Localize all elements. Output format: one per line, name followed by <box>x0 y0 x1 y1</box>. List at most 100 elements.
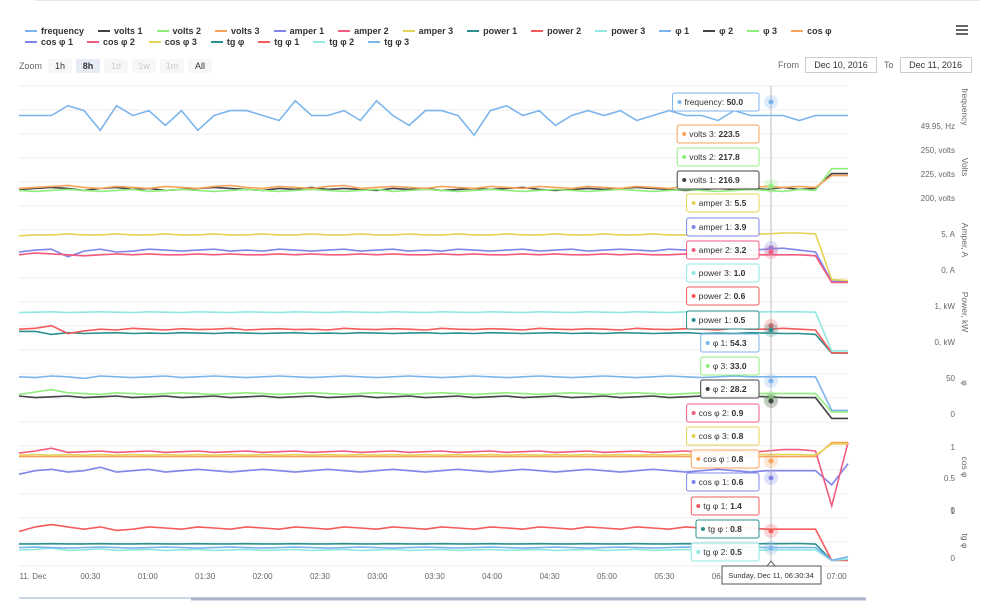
tooltip-box <box>695 519 760 539</box>
tooltip-dot <box>682 155 687 159</box>
legend-item[interactable]: φ 2 <box>703 26 733 36</box>
legend-label: frequency <box>41 26 85 36</box>
series-line[interactable] <box>18 167 848 193</box>
tooltip-series: cos φ 3 <box>699 431 727 441</box>
legend-item[interactable]: volts 2 <box>156 26 201 36</box>
series-line[interactable] <box>19 99 848 137</box>
legend-item[interactable]: φ 1 <box>659 26 689 36</box>
series-line[interactable] <box>18 324 849 354</box>
to-date-input[interactable]: Dec 11, 2016 <box>899 57 972 73</box>
legend-label: cos φ 1 <box>41 37 73 47</box>
legend: frequency volts 1 volts 2 volts 3 amper 1 amp… <box>25 26 925 48</box>
legend-swatch <box>368 41 381 43</box>
legend-item[interactable]: amper 1 <box>273 26 324 36</box>
legend-item[interactable]: volts 3 <box>215 26 260 36</box>
legend-swatch <box>258 41 271 43</box>
chart-menu-icon[interactable] <box>950 22 972 38</box>
y-tick-label: 0 <box>951 506 956 515</box>
tooltip-dot <box>691 271 696 275</box>
zoom-button[interactable]: 8h <box>76 59 101 73</box>
to-label: To <box>884 60 894 70</box>
tooltip-value: 1.0 <box>734 268 746 278</box>
y-axis-title: Power, kW <box>960 292 970 333</box>
legend-item[interactable]: amper 3 <box>402 26 453 36</box>
legend-item[interactable]: power 3 <box>595 26 645 36</box>
y-tick-label: 250, volts <box>921 146 955 155</box>
from-date-input[interactable]: Dec 10, 2016 <box>805 57 877 73</box>
tooltip-value: 0.5 <box>734 315 746 325</box>
navigator[interactable] <box>19 597 866 601</box>
tooltip-text: power 2: 0.6 <box>699 291 746 301</box>
hover-point <box>768 327 774 333</box>
tooltip-box <box>686 472 760 492</box>
tooltip-box <box>700 333 760 353</box>
legend-swatch <box>148 41 161 43</box>
crosshair-label-arrow <box>765 560 777 567</box>
tooltip-text: φ 2: 28.2 <box>713 384 747 394</box>
legend-item[interactable]: cos φ <box>791 26 832 36</box>
legend-item[interactable]: frequency <box>25 26 84 36</box>
tooltip-value: 1.4 <box>730 501 742 511</box>
tooltip-text: cos φ 3: 0.8 <box>699 431 744 441</box>
tooltip-value: 33.0 <box>730 361 747 371</box>
legend-item[interactable]: tg φ <box>210 37 244 47</box>
tooltip-box <box>690 542 760 562</box>
y-axis-title: Amper, A <box>960 223 970 258</box>
legend-item[interactable]: power 2 <box>531 26 581 36</box>
legend-item[interactable]: tg φ 2 <box>313 37 354 47</box>
legend-swatch <box>595 30 608 32</box>
tooltip-sep: : <box>725 338 730 348</box>
legend-label: tg φ 2 <box>329 37 355 47</box>
tooltip-dot <box>691 411 696 415</box>
tooltip-value: 0.5 <box>730 547 742 557</box>
tooltip-sep: : <box>730 245 735 255</box>
tooltip-box <box>690 496 760 516</box>
series-line[interactable] <box>18 375 848 412</box>
tooltip-sep: : <box>729 268 734 278</box>
legend-item[interactable]: power 1 <box>467 26 517 36</box>
legend-label: volts 3 <box>231 26 260 36</box>
tooltip-series: cos φ 2 <box>699 408 727 418</box>
legend-item[interactable]: tg φ 1 <box>258 37 299 47</box>
y-axis-title: Volts <box>960 158 970 176</box>
from-label: From <box>778 60 799 70</box>
legend-label: volts 1 <box>114 26 143 36</box>
tooltip-text: power 3: 1.0 <box>699 268 746 278</box>
zoom-button[interactable]: 1h <box>48 59 73 73</box>
zoom-button: 1w <box>132 59 157 73</box>
tooltip-dot <box>682 132 687 136</box>
tooltip-value: 5.5 <box>735 198 747 208</box>
tooltip-sep: : <box>722 97 727 107</box>
legend-item[interactable]: cos φ 1 <box>25 37 73 47</box>
hover-point <box>768 398 774 404</box>
legend-swatch <box>402 30 415 32</box>
y-tick-label: 0.5 <box>944 474 956 483</box>
y-tick-label: 1 <box>951 443 956 452</box>
legend-item[interactable]: amper 2 <box>338 26 389 36</box>
zoom-label: Zoom <box>19 61 43 71</box>
tooltip-dot <box>696 550 701 554</box>
legend-swatch <box>338 30 351 32</box>
x-tick-label: 01:00 <box>138 572 159 581</box>
tooltip-sep: : <box>725 384 730 394</box>
tooltip-sep: : <box>730 222 735 232</box>
series-line[interactable] <box>19 330 848 354</box>
y-axes: 49.95, Hz frequency 250, volts 225, volts 20… <box>921 88 970 563</box>
legend-item[interactable]: tg φ 3 <box>368 37 409 47</box>
y-tick-label: 5, A <box>941 230 955 239</box>
series-line[interactable] <box>18 463 849 486</box>
tooltip-sep: : <box>725 547 730 557</box>
legend-item[interactable]: φ 3 <box>747 26 777 36</box>
tooltip-value: 0.9 <box>732 408 744 418</box>
tooltip-value: 0.6 <box>732 477 744 487</box>
legend-item[interactable]: cos φ 2 <box>86 37 135 47</box>
tooltip-value: 216.9 <box>719 175 741 185</box>
tooltip-dot <box>705 364 710 368</box>
legend-item[interactable]: cos φ 3 <box>148 37 197 47</box>
zoom-button[interactable]: All <box>188 59 213 73</box>
tooltip-series: tg φ <box>708 524 725 534</box>
tooltip-dot <box>682 178 687 182</box>
tooltip-text: amper 3: 5.5 <box>699 198 747 208</box>
legend-item[interactable]: volts 1 <box>98 26 143 36</box>
